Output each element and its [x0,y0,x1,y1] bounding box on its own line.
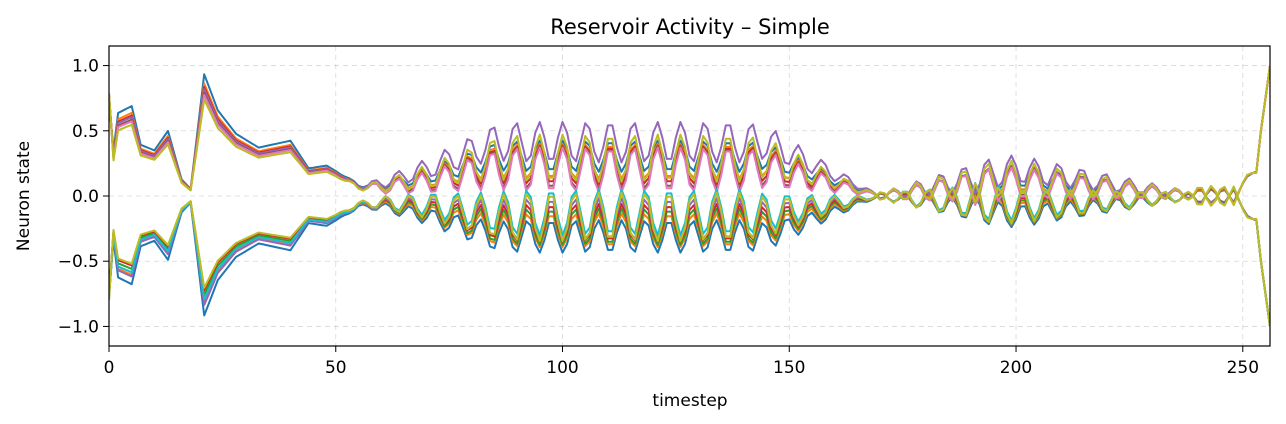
x-tick-label: 150 [773,358,805,378]
series-line-neuron-14 [109,182,1270,327]
x-tick-label: 0 [104,358,115,378]
series-line-neuron-13 [109,65,1270,207]
x-tick-label: 100 [546,358,578,378]
y-tick-label: 0.0 [72,187,99,207]
x-tick-label: 250 [1227,358,1259,378]
y-axis-label: Neuron state [14,141,34,251]
x-tick-label: 200 [1000,358,1032,378]
x-axis-label: timestep [652,391,727,411]
x-tick-label: 50 [325,358,347,378]
series-group [109,65,1270,327]
y-tick-label: −0.5 [58,252,99,272]
y-tick-label: 1.0 [72,57,99,77]
y-tick-label: −1.0 [58,317,99,337]
y-axis: −1.0 −0.5 0.0 0.5 1.0 [58,57,109,337]
x-axis: 0 50 100 150 200 250 [104,346,1259,378]
chart-title: Reservoir Activity – Simple [550,15,830,39]
y-tick-label: 0.5 [72,122,99,142]
